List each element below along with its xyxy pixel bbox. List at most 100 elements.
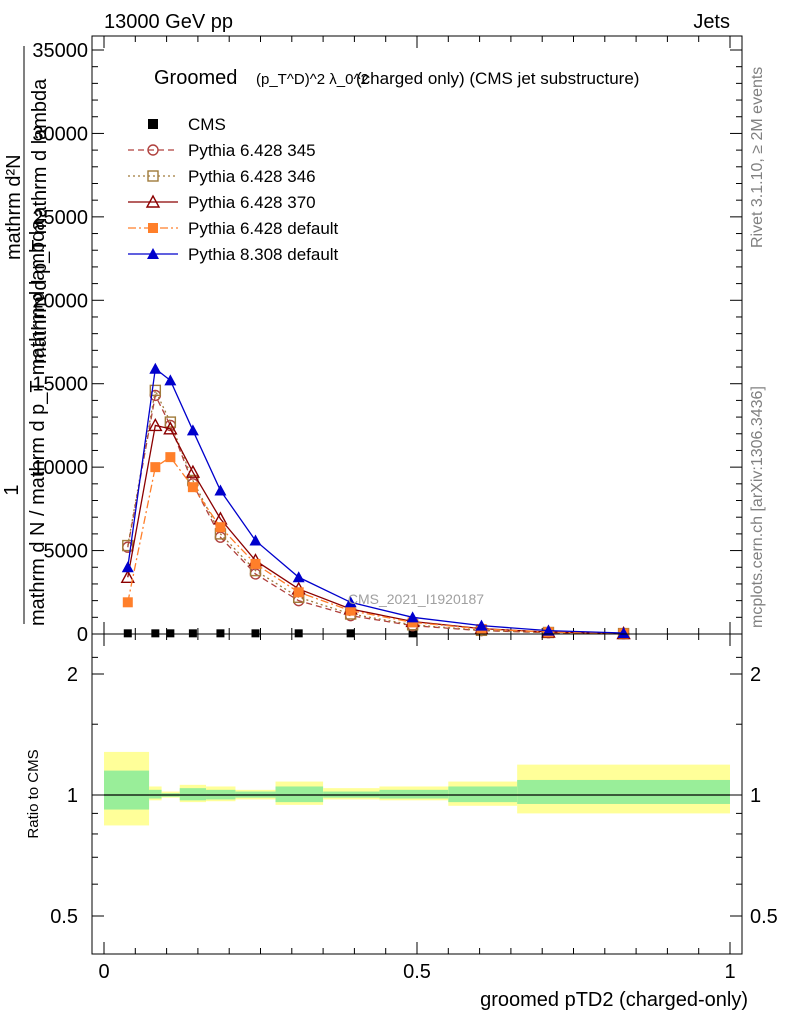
title-math-text: (p_T^D)^2 λ_0^2 bbox=[256, 71, 369, 88]
ratio-panel: 0.5 0.51 12 2 0 0.5 1 Ratio to CMS groomed pT… bbox=[25, 633, 778, 1011]
ylabel-mid: mathrm d p_T mathrm d lambda bbox=[29, 78, 51, 364]
data-point bbox=[163, 421, 178, 435]
data-point bbox=[150, 462, 161, 473]
ratio-x-ticks: 0 0.5 1 bbox=[98, 634, 736, 983]
legend: CMS Pythia 6.428 345 Pythia 6.428 346 Pythi… bbox=[128, 115, 339, 264]
legend-marker bbox=[147, 248, 159, 259]
series-5 bbox=[121, 362, 630, 638]
ratio-y-tick-label: 1 bbox=[67, 785, 78, 807]
ratio-ylabel: Ratio to CMS bbox=[25, 749, 42, 838]
legend-entry: Pythia 6.428 346 bbox=[128, 167, 316, 186]
ratio-y-tick-label: 0.5 bbox=[50, 906, 78, 928]
main-panel: 0 5000 10000 15000 20000 25000 30000 35000 CMS_… bbox=[1, 35, 743, 646]
ratio-y-ticks: 0.5 0.5 1 1 2 2 bbox=[50, 656, 778, 928]
y-tick-label: 0 bbox=[77, 624, 88, 646]
data-point bbox=[122, 539, 134, 552]
watermark: CMS_2021_I1920187 bbox=[348, 591, 484, 607]
data-point bbox=[294, 629, 303, 638]
data-point bbox=[164, 374, 177, 386]
legend-label: Pythia 8.308 default bbox=[188, 245, 339, 264]
legend-label: Pythia 6.428 346 bbox=[188, 167, 316, 186]
series-0 bbox=[123, 629, 417, 638]
ratio-y-tick-label-right: 1 bbox=[750, 785, 761, 807]
y-tick-label: 15000 bbox=[32, 374, 88, 396]
legend-entry: Pythia 8.308 default bbox=[128, 245, 339, 264]
data-point bbox=[214, 484, 227, 496]
legend-label: Pythia 6.428 345 bbox=[188, 141, 316, 160]
data-point bbox=[122, 597, 133, 608]
ratio-y-tick-label-right: 2 bbox=[750, 664, 761, 686]
legend-entry: Pythia 6.428 345 bbox=[128, 141, 316, 160]
data-point bbox=[216, 629, 225, 638]
x-tick-label: 1 bbox=[724, 961, 735, 983]
x-tick-label: 0.5 bbox=[403, 961, 431, 983]
data-point bbox=[151, 629, 160, 638]
ratio-band-inner bbox=[379, 789, 449, 799]
main-y-ticks: 0 5000 10000 15000 20000 25000 30000 35000 bbox=[32, 36, 742, 646]
y-tick-label: 30000 bbox=[32, 123, 88, 145]
legend-label: Pythia 6.428 370 bbox=[188, 193, 316, 212]
legend-entry: CMS bbox=[148, 115, 226, 134]
series-4 bbox=[122, 452, 629, 639]
legend-marker bbox=[145, 194, 161, 208]
data-point bbox=[187, 482, 198, 493]
ylabel-bottom: mathrm d N / mathrm d p_T mathrm d lambd… bbox=[27, 219, 49, 626]
series-line bbox=[127, 367, 624, 634]
series-line bbox=[127, 456, 624, 635]
data-point bbox=[250, 558, 261, 569]
ratio-band-inner bbox=[149, 789, 162, 799]
data-point bbox=[617, 626, 630, 638]
title-main: Groomed bbox=[154, 67, 237, 89]
ratio-band-inner bbox=[275, 786, 324, 803]
y-tick-label: 25000 bbox=[32, 207, 88, 229]
y-tick-label: 20000 bbox=[32, 290, 88, 312]
data-point bbox=[406, 611, 419, 623]
rivet-label: Rivet 3.1.10, ≥ 2M events bbox=[749, 67, 766, 248]
data-point bbox=[215, 522, 226, 533]
data-point bbox=[123, 629, 132, 638]
x-tick-label: 0 bbox=[98, 961, 109, 983]
data-point bbox=[149, 362, 162, 374]
legend-entry: Pythia 6.428 default bbox=[128, 219, 339, 238]
data-point bbox=[251, 629, 260, 638]
data-point bbox=[149, 384, 162, 397]
ratio-band-inner bbox=[448, 786, 518, 803]
data-point bbox=[121, 561, 134, 573]
data-point bbox=[165, 452, 176, 463]
data-point bbox=[186, 424, 199, 436]
data-point bbox=[164, 416, 177, 428]
mcplots-label: mcplots.cern.ch [arXiv:1306.3436] bbox=[749, 386, 766, 628]
main-series bbox=[120, 362, 631, 640]
y-tick-label: 10000 bbox=[32, 457, 88, 479]
y-tick-label: 5000 bbox=[44, 541, 89, 563]
data-point bbox=[292, 571, 305, 583]
legend-marker bbox=[147, 144, 159, 156]
data-point bbox=[407, 617, 418, 628]
legend-label: CMS bbox=[188, 115, 226, 134]
data-point bbox=[408, 629, 417, 638]
data-point bbox=[249, 534, 262, 546]
legend-entry: Pythia 6.428 370 bbox=[128, 193, 316, 212]
ratio-y-tick-label: 2 bbox=[67, 664, 78, 686]
collision-label: 13000 GeV pp bbox=[104, 11, 233, 33]
ratio-band-inner bbox=[104, 770, 150, 810]
ylabel-top: mathrm d²N bbox=[3, 154, 25, 260]
x-axis-label: groomed pTD2 (charged-only) bbox=[480, 989, 748, 1011]
data-point bbox=[345, 605, 356, 616]
data-point bbox=[188, 629, 197, 638]
data-point bbox=[120, 569, 135, 583]
legend-marker bbox=[148, 119, 158, 129]
ylabel-one: 1 bbox=[1, 484, 23, 495]
data-point bbox=[475, 619, 488, 631]
data-point bbox=[542, 624, 555, 636]
data-point bbox=[185, 464, 201, 478]
legend-marker bbox=[147, 170, 159, 182]
ratio-y-tick-label-right: 0.5 bbox=[750, 906, 778, 928]
ratio-bands bbox=[104, 751, 730, 826]
legend-marker bbox=[148, 223, 158, 233]
data-point bbox=[346, 629, 355, 638]
category-label: Jets bbox=[693, 11, 730, 33]
data-point bbox=[293, 587, 304, 598]
title-rest: (charged only) (CMS jet substructure) bbox=[356, 69, 639, 88]
